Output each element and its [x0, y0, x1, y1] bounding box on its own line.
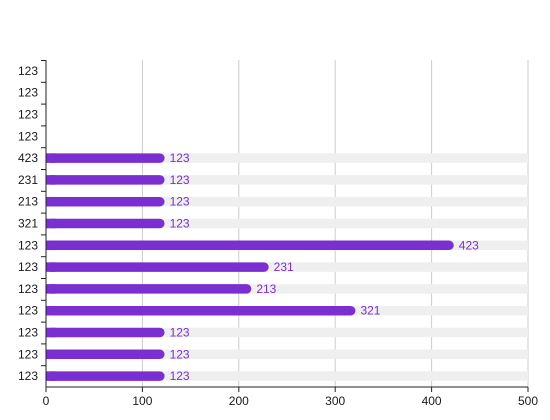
data-label: 123 — [170, 326, 190, 340]
x-tick-label: 300 — [325, 394, 345, 408]
y-tick-label: 123 — [18, 260, 38, 274]
y-tick-label: 123 — [18, 369, 38, 383]
bar — [46, 240, 454, 251]
bar-track — [46, 327, 528, 338]
y-tick-label: 321 — [18, 217, 38, 231]
bar-base — [46, 327, 56, 338]
data-label: 123 — [170, 151, 190, 165]
data-label: 123 — [170, 173, 190, 187]
bar — [46, 349, 165, 360]
x-tick-label: 0 — [43, 394, 50, 408]
y-tick-label: 123 — [18, 108, 38, 122]
bar-base — [46, 196, 56, 207]
bar-track — [46, 371, 528, 381]
data-label: 423 — [459, 238, 479, 252]
bar-track — [46, 153, 528, 163]
y-tick-label: 123 — [18, 347, 38, 361]
bar — [46, 196, 165, 207]
bar — [46, 218, 165, 229]
bar-track — [46, 262, 528, 272]
bar-base — [46, 262, 56, 272]
bar-base — [46, 218, 56, 229]
bar — [46, 262, 269, 272]
bar — [46, 153, 165, 163]
data-label: 123 — [170, 217, 190, 231]
bar-base — [46, 305, 56, 316]
y-tick-label: 123 — [18, 304, 38, 318]
bar-track — [46, 218, 528, 229]
y-tick-label: 123 — [18, 326, 38, 340]
bar-track — [46, 175, 528, 185]
data-label: 123 — [170, 369, 190, 383]
y-tick-label: 123 — [18, 238, 38, 252]
bar — [46, 371, 165, 381]
data-label: 213 — [256, 282, 276, 296]
bar-base — [46, 175, 56, 185]
bar — [46, 284, 252, 294]
x-tick-label: 100 — [132, 394, 152, 408]
bar-track — [46, 196, 528, 207]
y-tick-label: 123 — [18, 129, 38, 143]
data-label: 123 — [170, 195, 190, 209]
bar-track — [46, 284, 528, 294]
bar — [46, 305, 356, 316]
bar-base — [46, 153, 56, 163]
y-tick-label: 123 — [18, 282, 38, 296]
bar-base — [46, 371, 56, 381]
y-tick-label: 423 — [18, 151, 38, 165]
bar — [46, 175, 165, 185]
bar — [46, 327, 165, 338]
data-label: 123 — [170, 347, 190, 361]
data-label: 231 — [274, 260, 294, 274]
y-tick-label: 231 — [18, 173, 38, 187]
bar-track — [46, 349, 528, 360]
bar-base — [46, 349, 56, 360]
y-tick-label: 123 — [18, 86, 38, 100]
y-tick-label: 213 — [18, 195, 38, 209]
bar-base — [46, 284, 56, 294]
y-tick-label: 123 — [18, 64, 38, 78]
bar-base — [46, 240, 56, 251]
x-tick-label: 500 — [518, 394, 538, 408]
data-label: 321 — [360, 304, 380, 318]
x-tick-label: 400 — [422, 394, 442, 408]
x-tick-label: 200 — [229, 394, 249, 408]
